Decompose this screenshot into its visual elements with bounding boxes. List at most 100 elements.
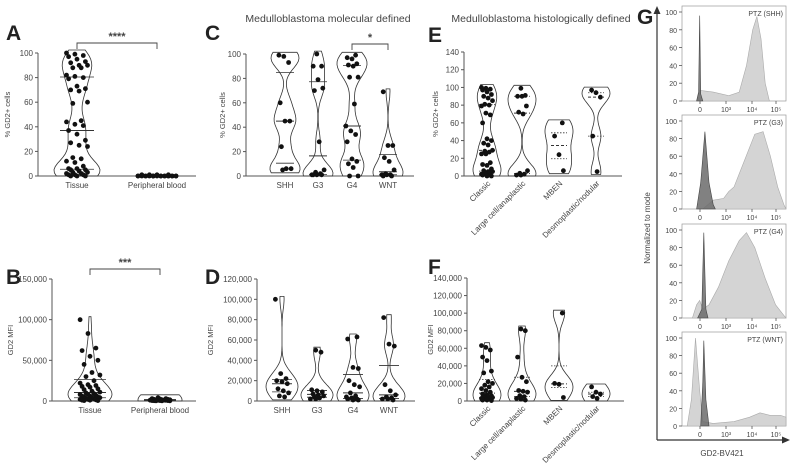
data-point <box>345 336 351 342</box>
data-point <box>490 98 495 104</box>
data-point <box>480 120 485 126</box>
data-point <box>485 142 491 148</box>
panel-d: D 0 20,000 40,000 60,000 80,000 100,000 120,000… <box>205 266 415 415</box>
data-point <box>552 133 557 139</box>
data-point <box>74 131 80 137</box>
x-tick-label: 10³ <box>721 432 732 439</box>
gd2-histogram <box>691 232 787 319</box>
y-tick-label: 40 <box>24 123 33 132</box>
data-point <box>313 347 319 353</box>
y-tick-label: 100 <box>665 228 677 235</box>
data-point <box>481 140 487 146</box>
data-point <box>68 60 74 66</box>
data-point <box>320 85 326 91</box>
panel-a: A 0 20 40 60 80 100 % GD2+ cells Tissue Periphera… <box>3 22 196 190</box>
data-point <box>593 90 599 96</box>
data-point <box>80 123 86 128</box>
y-tick-label: 0 <box>673 424 677 431</box>
panel-letter: C <box>205 22 220 45</box>
y-tick-label: 0 <box>29 172 34 181</box>
y-tick-label: 40 <box>450 137 459 146</box>
chart-title: Medulloblastoma histologically defined <box>451 13 630 25</box>
x-tick-label: G4 <box>348 406 359 415</box>
data-point <box>489 173 494 179</box>
data-point <box>77 317 83 323</box>
data-point <box>321 393 326 399</box>
data-point <box>515 354 520 360</box>
data-point <box>479 343 484 348</box>
data-point <box>518 172 524 178</box>
isotype-histogram <box>700 340 710 427</box>
data-point <box>522 328 528 334</box>
chart-title: Medulloblastoma molecular defined <box>245 13 410 25</box>
y-tick-label: 20 <box>450 154 459 163</box>
data-point <box>314 51 320 57</box>
y-axis-label: Normalized to mode <box>643 192 652 264</box>
data-point <box>354 61 360 67</box>
violin-large-cell-anaplastic <box>507 325 537 402</box>
data-point <box>83 173 88 179</box>
data-point <box>279 144 284 150</box>
x-tick-label: Classic <box>468 404 493 429</box>
histogram-1: 0 20 40 60 80 100 PTZ (SHH) 0 10³ 10⁴ 10⁵ <box>665 5 787 114</box>
panel-letter: B <box>6 266 21 289</box>
data-point <box>280 388 286 394</box>
data-point <box>489 398 494 403</box>
data-point <box>351 382 357 388</box>
significance-bracket <box>76 42 158 49</box>
y-tick-label: 20 <box>24 147 33 156</box>
data-point <box>480 87 485 93</box>
data-point <box>389 173 394 179</box>
x-tick-label: 10⁵ <box>771 324 782 331</box>
y-tick-label: 120,000 <box>433 292 462 301</box>
data-point <box>315 77 321 82</box>
isotype-histogram <box>697 232 709 319</box>
data-point <box>346 161 351 167</box>
data-point <box>593 389 599 395</box>
data-point <box>514 172 519 178</box>
y-tick-label: 80 <box>450 101 459 110</box>
data-point <box>353 52 358 58</box>
data-point <box>561 168 566 174</box>
y-tick-label: 100 <box>665 119 677 126</box>
panel-c: C Medulloblastoma molecular defined 0 20 40 6… <box>205 13 414 190</box>
data-point <box>80 53 86 58</box>
data-point <box>487 86 493 92</box>
data-point <box>350 365 356 370</box>
x-tick-label: 10³ <box>721 324 732 331</box>
y-tick-label: 50,000 <box>23 356 48 365</box>
histogram-frame <box>681 5 787 102</box>
x-tick-label: SHH <box>277 181 294 190</box>
data-point <box>68 87 74 93</box>
data-point <box>483 110 489 116</box>
data-point <box>391 167 397 173</box>
y-tick-label: 0 <box>673 207 677 214</box>
y-tick-label: 40 <box>232 123 241 132</box>
data-point <box>355 173 361 179</box>
data-point <box>518 396 524 402</box>
data-point <box>139 172 145 178</box>
panel-letter: F <box>428 256 441 279</box>
data-point <box>386 159 392 164</box>
data-point <box>380 396 385 402</box>
data-point <box>481 370 487 376</box>
data-point <box>76 88 82 94</box>
data-point <box>135 173 141 179</box>
x-tick-label: G4 <box>347 181 358 190</box>
data-point <box>79 348 85 353</box>
y-tick-label: 20 <box>669 406 677 413</box>
data-point <box>486 102 492 108</box>
x-tick-label: 0 <box>698 215 702 222</box>
y-tick-label: 0 <box>248 397 253 406</box>
data-point <box>275 386 281 392</box>
data-point <box>162 173 168 179</box>
data-point <box>347 173 352 179</box>
y-tick-label: 80,000 <box>228 316 253 325</box>
data-point <box>97 389 103 395</box>
panel-letter: A <box>6 22 21 45</box>
data-point <box>72 121 78 127</box>
x-axis-label: GD2-BV421 <box>700 449 744 458</box>
data-point <box>78 118 84 124</box>
histogram-4: 0 20 40 60 80 100 PTZ (WNT) 0 10³ 10⁴ 10⁵ <box>665 331 787 439</box>
